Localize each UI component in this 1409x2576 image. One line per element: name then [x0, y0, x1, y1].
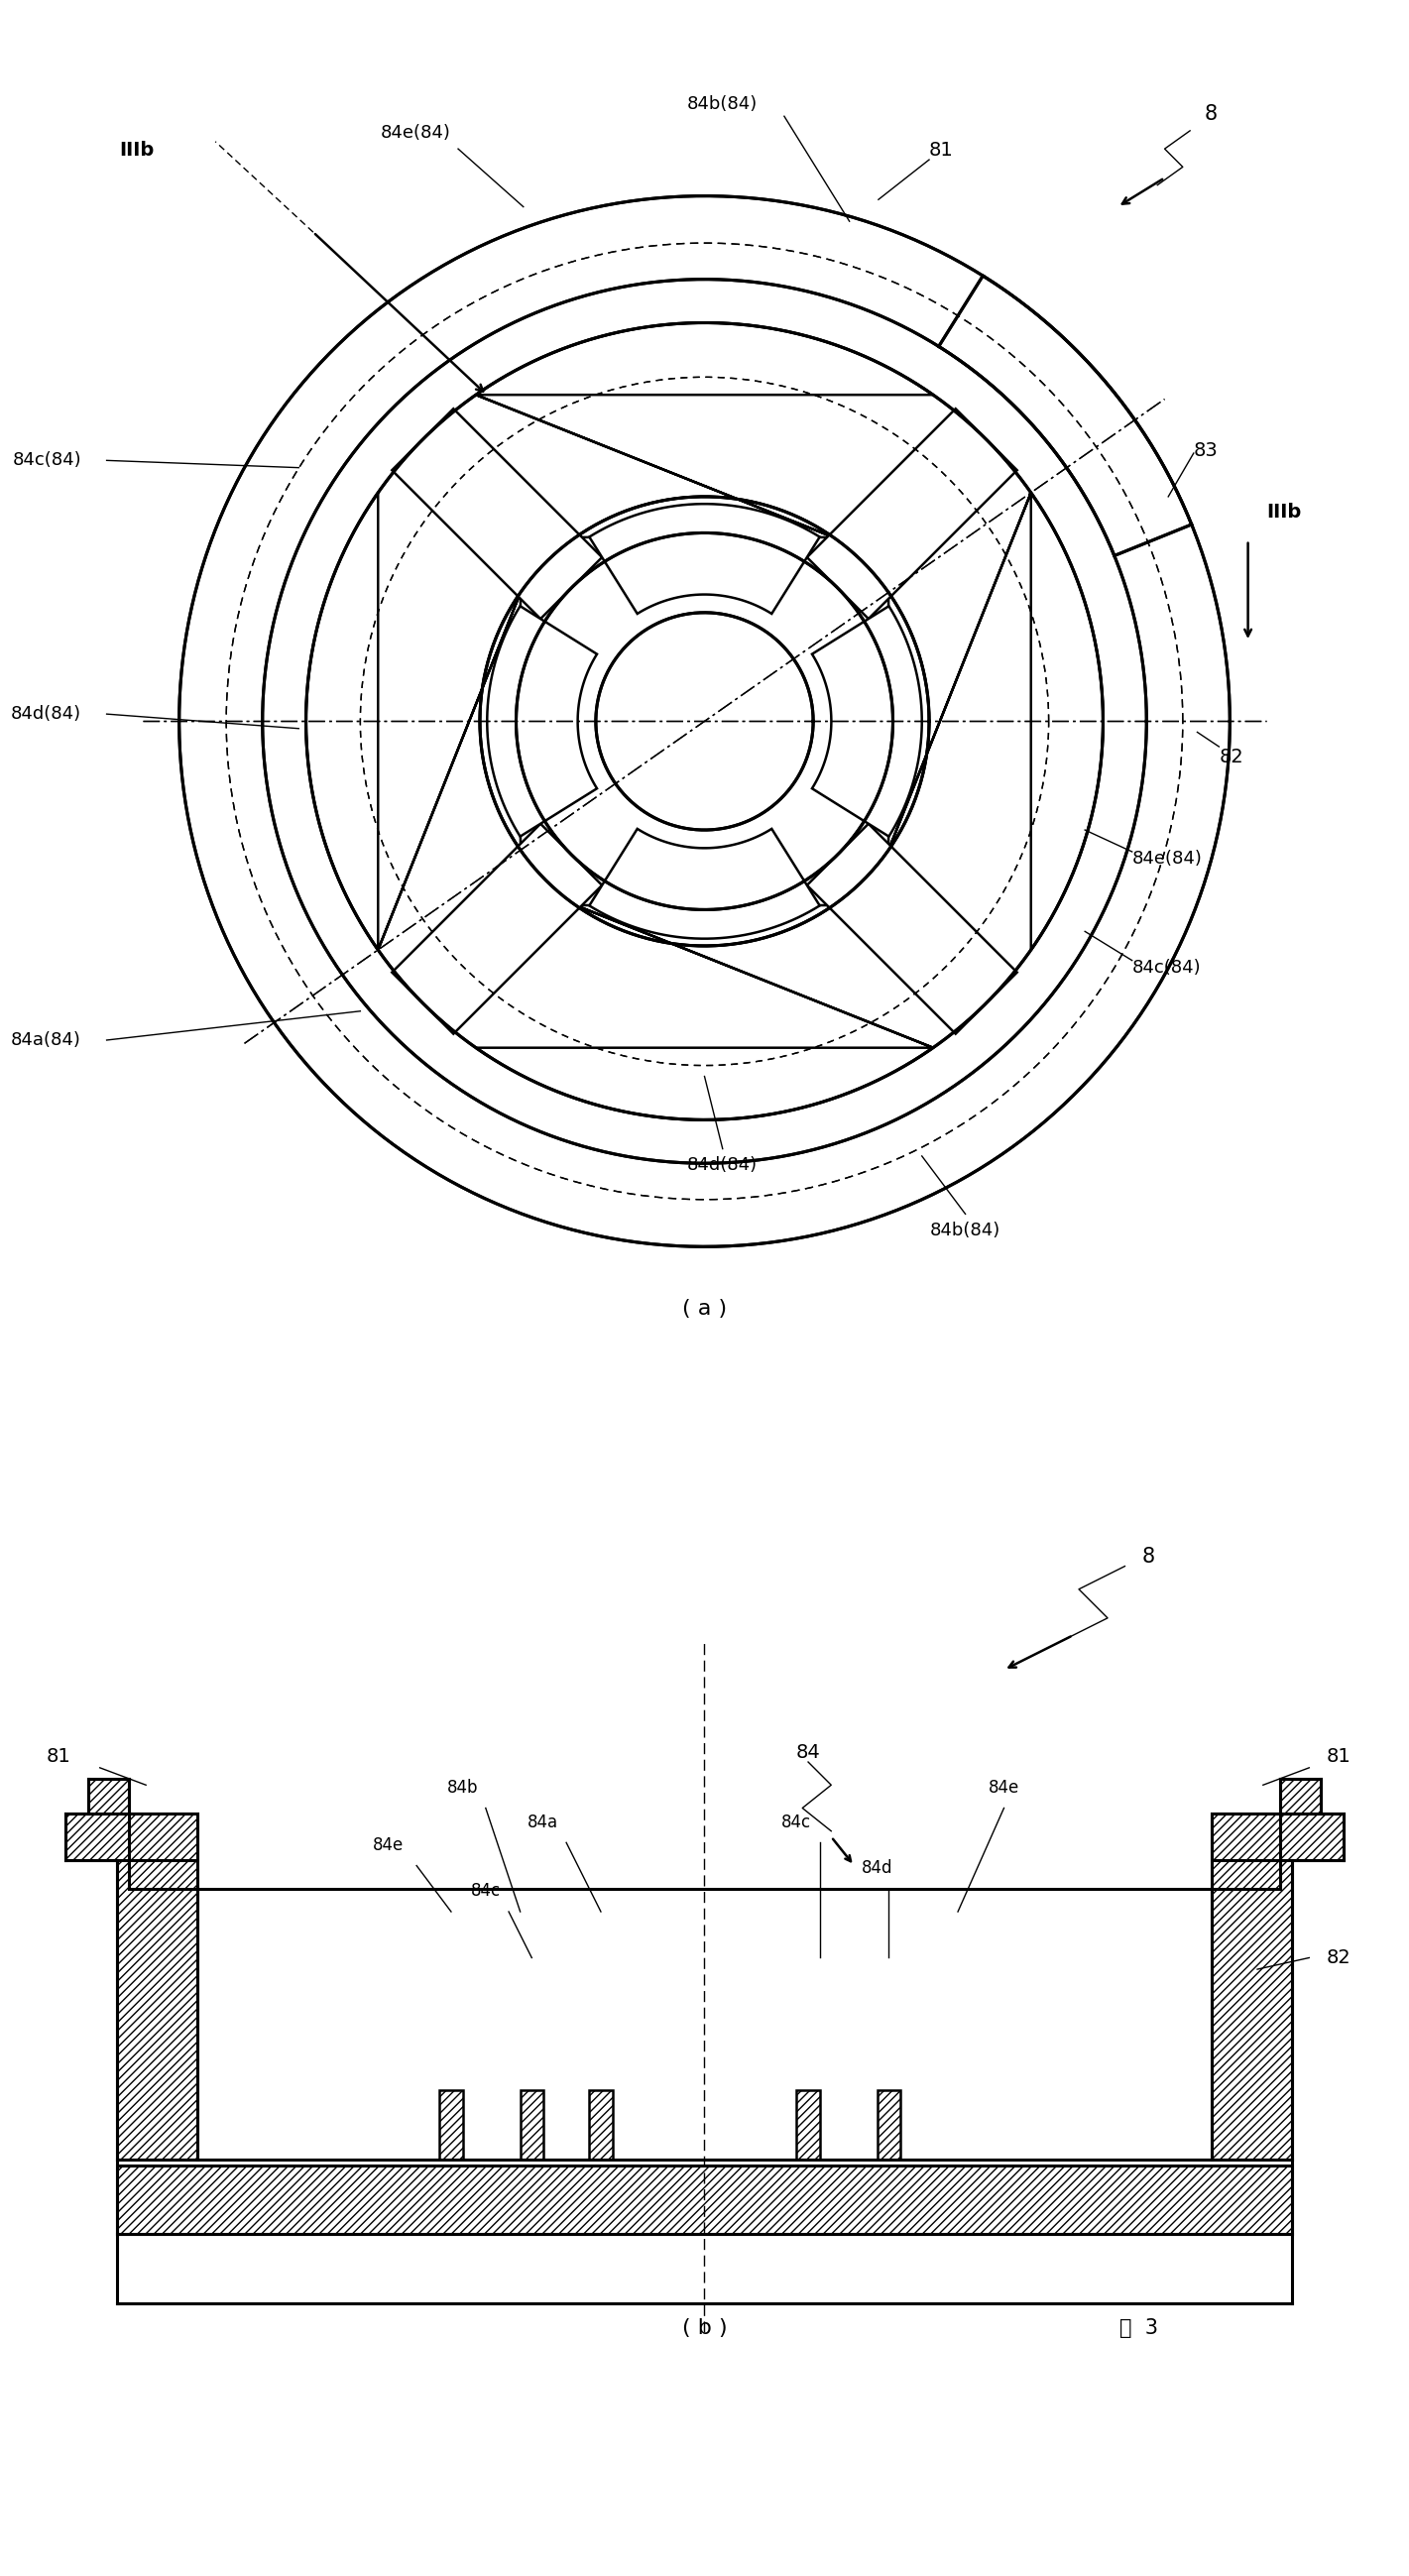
Polygon shape	[488, 605, 597, 837]
Bar	[440, 2089, 462, 2159]
Bar	[1281, 1780, 1320, 1814]
Bar	[589, 2089, 613, 2159]
Bar	[1212, 1814, 1344, 1860]
Text: 84b(84): 84b(84)	[688, 95, 758, 113]
Text: 図  3: 図 3	[1119, 2318, 1158, 2339]
Text: 84c: 84c	[471, 1883, 500, 1901]
Text: 82: 82	[1326, 1947, 1351, 1968]
Bar	[520, 2089, 544, 2159]
Text: 84b: 84b	[447, 1777, 478, 1795]
Bar	[117, 2164, 1292, 2233]
Text: 84e(84): 84e(84)	[1131, 850, 1202, 868]
Bar	[89, 1780, 128, 1814]
Polygon shape	[889, 492, 1103, 951]
Bar	[440, 2089, 462, 2159]
Text: 84c: 84c	[782, 1814, 812, 1832]
Bar	[878, 2089, 900, 2159]
Bar	[520, 2089, 544, 2159]
Text: 84e: 84e	[372, 1837, 403, 1855]
Bar	[1212, 1814, 1292, 2159]
Bar	[89, 1780, 128, 1814]
Bar	[1281, 1780, 1320, 1814]
Polygon shape	[589, 829, 820, 938]
Text: 81: 81	[1326, 1747, 1351, 1765]
Text: 83: 83	[1193, 440, 1219, 461]
Text: 84e(84): 84e(84)	[380, 124, 451, 142]
Polygon shape	[589, 505, 820, 613]
Bar	[117, 2164, 1292, 2233]
Polygon shape	[807, 824, 1017, 1033]
Text: 81: 81	[46, 1747, 70, 1765]
Text: 84c(84): 84c(84)	[13, 451, 82, 469]
Text: 84b(84): 84b(84)	[930, 1221, 1000, 1239]
Text: 84a(84): 84a(84)	[11, 1030, 82, 1048]
Polygon shape	[306, 492, 520, 951]
Text: 8: 8	[1205, 103, 1217, 124]
Text: 81: 81	[929, 142, 954, 160]
Polygon shape	[392, 824, 602, 1033]
Text: IIIb: IIIb	[1267, 502, 1301, 523]
Bar	[117, 1814, 197, 2159]
Text: 8: 8	[1143, 1546, 1155, 1566]
Bar	[117, 1814, 197, 2159]
Text: 84d(84): 84d(84)	[11, 706, 82, 724]
Bar	[589, 2089, 613, 2159]
Text: 84a: 84a	[528, 1814, 559, 1832]
Bar	[1212, 1814, 1292, 2159]
Bar	[65, 1814, 197, 1860]
Polygon shape	[807, 410, 1017, 618]
Text: 84d: 84d	[862, 1860, 893, 1878]
Polygon shape	[812, 605, 921, 837]
Text: 82: 82	[1219, 747, 1244, 768]
Polygon shape	[476, 322, 933, 538]
Text: ( b ): ( b )	[682, 2318, 727, 2339]
Text: ( a ): ( a )	[682, 1298, 727, 1319]
Text: 84c(84): 84c(84)	[1131, 958, 1200, 976]
Polygon shape	[476, 904, 933, 1121]
Text: 84: 84	[796, 1744, 820, 1762]
Bar	[1212, 1814, 1344, 1860]
Text: IIIb: IIIb	[118, 142, 154, 160]
Bar	[796, 2089, 820, 2159]
Bar	[796, 2089, 820, 2159]
Bar	[65, 1814, 197, 1860]
Polygon shape	[392, 410, 602, 618]
Text: 84d(84): 84d(84)	[688, 1157, 758, 1175]
Text: 84e: 84e	[989, 1777, 1020, 1795]
Bar	[878, 2089, 900, 2159]
